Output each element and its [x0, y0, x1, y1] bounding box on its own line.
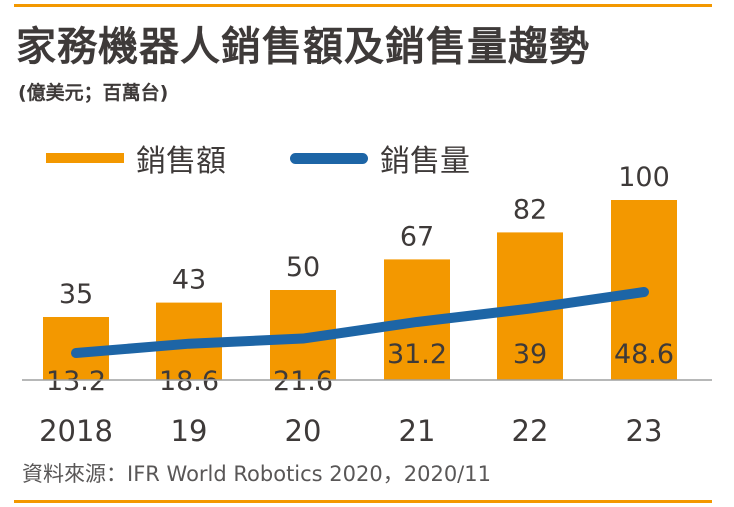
- legend-swatch-sales-value: [46, 153, 124, 163]
- bar-value-label: 100: [618, 162, 670, 193]
- line-value-label: 39: [513, 339, 547, 370]
- x-tick-label: 21: [399, 414, 436, 448]
- x-tick-label: 22: [512, 414, 549, 448]
- legend-label-sales-value: 銷售額: [136, 144, 226, 179]
- bar-value-label: 43: [172, 265, 206, 296]
- x-tick-label: 23: [626, 414, 663, 448]
- legend-label-sales-volume: 銷售量: [380, 144, 470, 179]
- line-sales-volume: [71, 287, 649, 358]
- bar-value-label: 35: [59, 279, 93, 310]
- chart-subtitle: (億美元；百萬台): [18, 82, 169, 104]
- line-value-label: 13.2: [46, 366, 106, 397]
- line-value-label: 31.2: [387, 339, 447, 370]
- line-value-label: 18.6: [159, 366, 219, 397]
- bottom-rule: [14, 500, 712, 503]
- source-note: 資料來源：IFR World Robotics 2020，2020/11: [22, 462, 491, 486]
- x-tick-label: 2018: [39, 414, 113, 448]
- x-tick-label: 19: [171, 414, 208, 448]
- bar-value-label: 67: [400, 221, 434, 252]
- bar-value-label: 82: [513, 194, 547, 225]
- top-rule: [14, 4, 712, 7]
- line-value-label: 48.6: [614, 339, 674, 370]
- chart-title: 家務機器人銷售額及銷售量趨勢: [16, 24, 590, 70]
- line-value-label: 21.6: [273, 366, 333, 397]
- bar-value-label: 50: [286, 252, 320, 283]
- x-tick-label: 20: [285, 414, 322, 448]
- legend-swatch-sales-volume: [290, 153, 368, 164]
